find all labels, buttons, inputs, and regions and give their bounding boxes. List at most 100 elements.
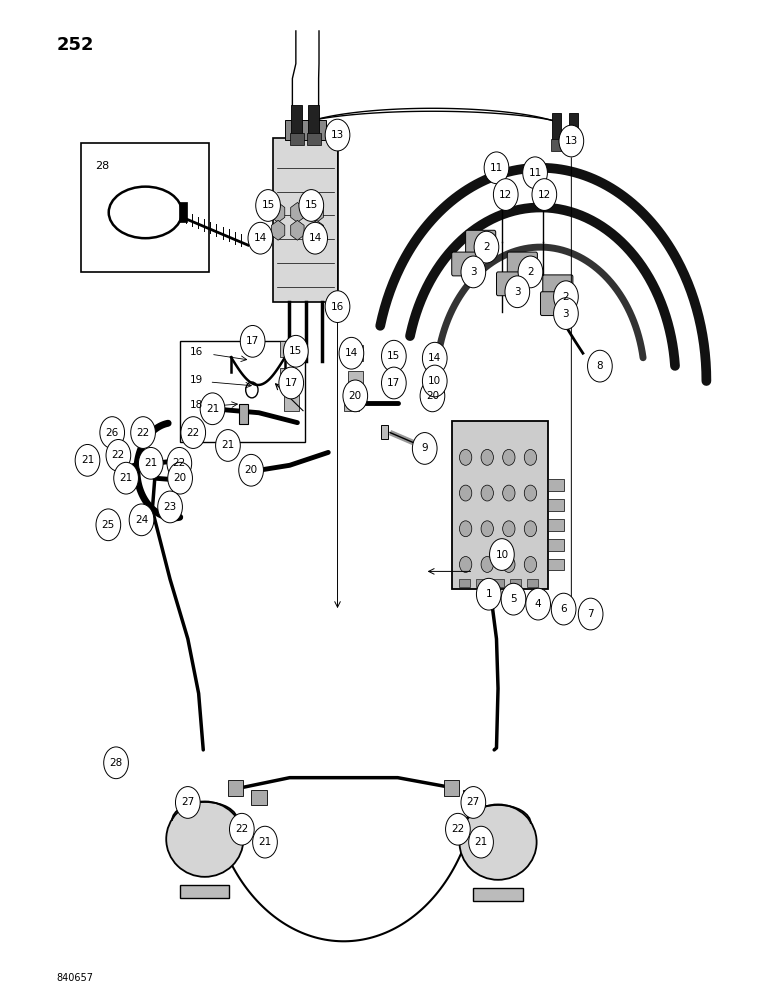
Bar [473,888,523,901]
Text: 24: 24 [135,515,148,525]
Circle shape [477,578,501,610]
Circle shape [523,157,548,189]
Text: 12: 12 [537,190,551,200]
Text: 10: 10 [495,550,509,560]
Text: 21: 21 [119,473,133,483]
Circle shape [200,393,225,425]
Circle shape [100,417,125,448]
Text: 16: 16 [331,302,344,312]
Circle shape [339,337,363,369]
Circle shape [554,281,578,313]
Circle shape [461,787,486,818]
FancyBboxPatch shape [543,275,573,299]
Text: 8: 8 [597,361,603,371]
Text: 11: 11 [490,163,503,173]
Circle shape [167,447,192,479]
Circle shape [490,539,514,570]
Circle shape [526,588,551,620]
Text: 10: 10 [428,376,441,386]
Circle shape [554,298,578,329]
Text: 15: 15 [305,200,318,210]
Text: 16: 16 [190,347,203,357]
Text: 17: 17 [387,378,400,388]
Circle shape [459,449,472,465]
FancyBboxPatch shape [452,252,482,276]
FancyBboxPatch shape [507,252,537,276]
Bar [344,395,359,411]
Text: 22: 22 [452,824,465,834]
Bar [459,579,470,587]
Bar [308,105,319,135]
Circle shape [505,276,530,308]
Text: 2: 2 [483,242,490,252]
Circle shape [325,291,350,322]
Circle shape [104,747,129,779]
Circle shape [502,521,515,537]
Bar [180,885,229,898]
Circle shape [325,119,350,151]
Text: 26: 26 [105,428,119,438]
Circle shape [423,342,447,374]
Circle shape [256,190,281,221]
Bar [311,120,326,140]
Bar [291,105,302,135]
Text: 15: 15 [387,351,400,361]
Bar [285,120,300,140]
Text: 22: 22 [236,824,249,834]
Circle shape [502,485,515,501]
Circle shape [481,449,494,465]
Circle shape [114,462,138,494]
Bar [273,138,339,302]
Bar [548,519,564,531]
Bar [568,139,580,151]
Text: 7: 7 [587,609,594,619]
Circle shape [459,485,472,501]
Circle shape [343,380,367,412]
FancyBboxPatch shape [541,292,571,316]
Circle shape [559,125,583,157]
Text: 22: 22 [112,450,125,460]
Text: 22: 22 [186,428,200,438]
Text: 20: 20 [349,391,362,401]
Text: 12: 12 [499,190,512,200]
Bar [548,479,564,491]
Bar [386,373,402,389]
Text: 14: 14 [345,348,358,358]
Text: 14: 14 [309,233,322,243]
Text: 3: 3 [470,267,477,277]
Text: 15: 15 [289,346,303,356]
Text: 2: 2 [527,267,534,277]
Text: 840657: 840657 [57,973,94,983]
Text: 21: 21 [144,458,158,468]
Circle shape [75,444,100,476]
FancyBboxPatch shape [466,230,496,254]
Circle shape [168,462,193,494]
Bar [510,579,521,587]
Text: 21: 21 [258,837,271,847]
Circle shape [502,557,515,572]
Bar [477,579,488,587]
Bar [281,368,296,384]
Circle shape [501,583,526,615]
Bar [527,579,538,587]
Bar [569,113,578,141]
Bar [548,539,564,551]
Text: 6: 6 [560,604,567,614]
Text: 21: 21 [81,455,94,465]
Bar [307,133,321,145]
Text: 3: 3 [562,309,569,319]
Text: 252: 252 [57,36,94,54]
Text: 13: 13 [331,130,344,140]
Text: 28: 28 [95,161,109,171]
Text: 17: 17 [285,378,298,388]
Bar [239,404,248,424]
Circle shape [229,813,254,845]
Circle shape [532,179,557,210]
Circle shape [253,826,278,858]
Circle shape [445,813,470,845]
Text: 1: 1 [485,589,492,599]
Circle shape [494,179,518,210]
Circle shape [181,417,206,448]
Bar [452,421,548,589]
Circle shape [524,557,537,572]
